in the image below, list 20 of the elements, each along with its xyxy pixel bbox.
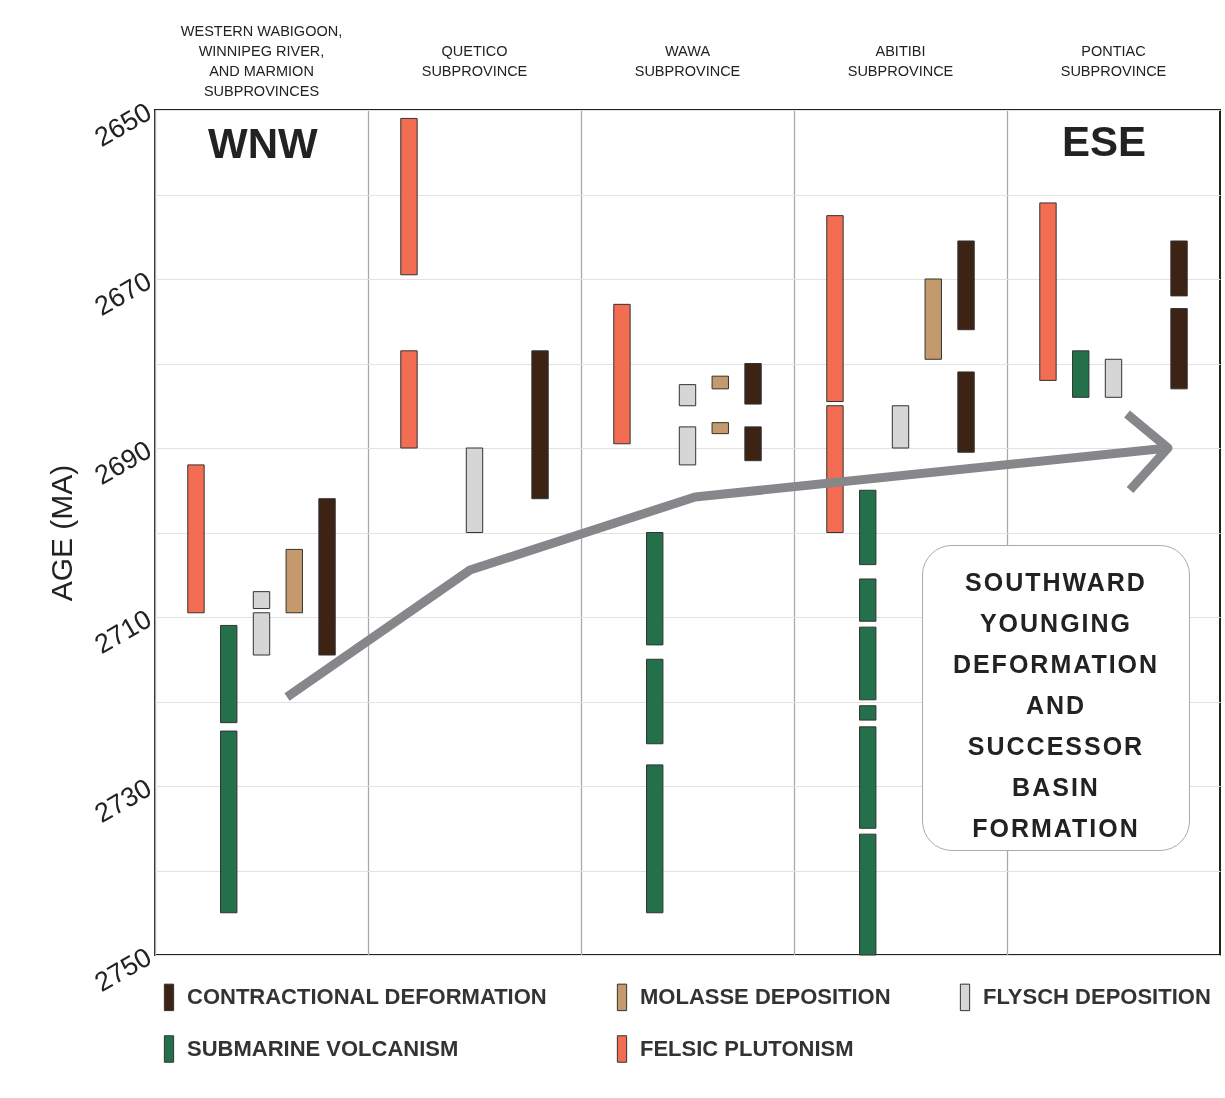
legend-label: CONTRACTIONAL DEFORMATION: [187, 984, 547, 1010]
y-tick-label: 2710: [89, 603, 157, 660]
legend-label: FELSIC PLUTONISM: [640, 1036, 854, 1061]
x-tick-label: WESTERN WABIGOON, WINNIPEG RIVER, AND MARMION SUBPROVINCES: [180, 22, 343, 99]
x-tick-label: PONTIAC SUBPROVINCE: [1060, 42, 1167, 79]
y-tick-label: 2750: [89, 941, 157, 998]
y-tick-label: 2730: [89, 772, 157, 829]
legend-label: MOLASSE DEPOSITION: [640, 984, 891, 1010]
y-tick-label: 2690: [89, 434, 157, 491]
annotation: ESE: [1062, 118, 1147, 166]
legend-label: FLYSCH DEPOSITION: [983, 984, 1211, 1010]
x-tick-label: ABITIBI SUBPROVINCE: [847, 42, 954, 79]
y-tick-label: 2670: [89, 265, 157, 322]
y-tick-label: 2650: [89, 96, 157, 153]
y-axis-title: AGE (MA): [45, 464, 79, 602]
x-tick-label: WAWA SUBPROVINCE: [634, 42, 741, 79]
annotation: WNW: [208, 120, 318, 168]
annotation: SOUTHWARD YOUNGING DEFORMATION AND SUCCESSOR BASIN FORMATION: [922, 545, 1190, 851]
x-tick-label: QUETICO SUBPROVINCE: [421, 42, 528, 79]
legend-label: SUBMARINE VOLCANISM: [187, 1036, 459, 1061]
